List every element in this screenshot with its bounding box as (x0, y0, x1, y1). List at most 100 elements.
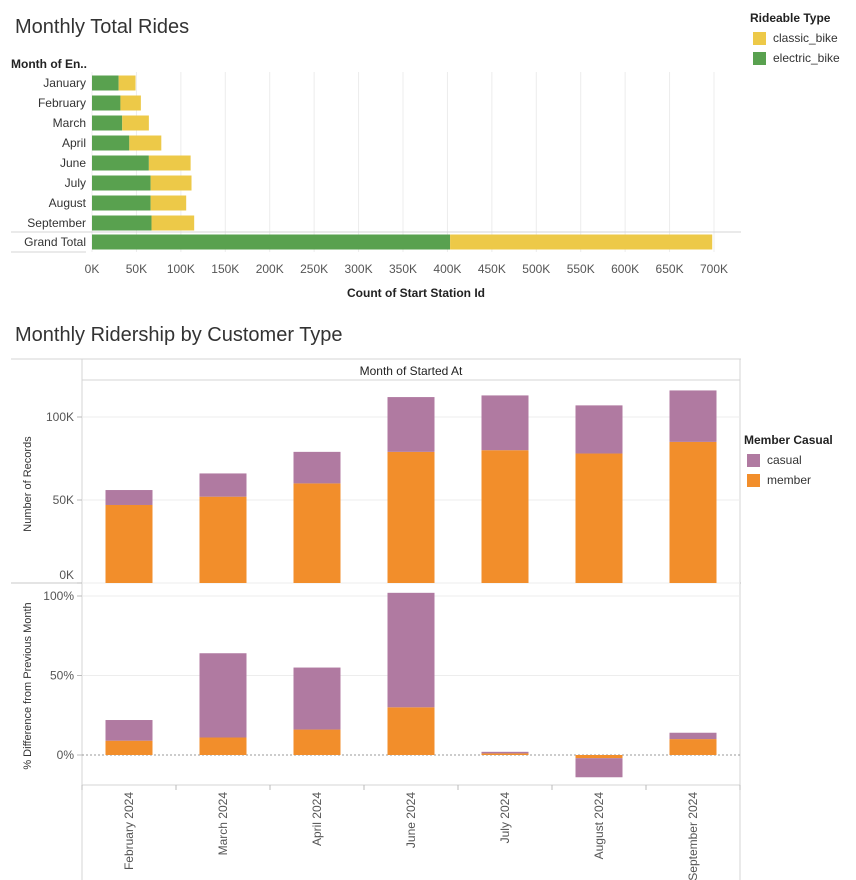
chart1-title: Monthly Total Rides (15, 16, 190, 38)
bar-member-march-2024-panel2 (199, 737, 247, 755)
bar-casual-february-2024-panel1 (105, 490, 153, 505)
y-tick-label: 0% (57, 748, 75, 762)
x-tick-label: 250K (300, 262, 328, 276)
row-label-march: March (53, 116, 86, 130)
y-tick-label: 50% (50, 669, 74, 683)
x-tick-label-june-2024: June 2024 (404, 792, 418, 848)
row-label-august: August (49, 196, 87, 210)
row-label-grand-total: Grand Total (24, 235, 86, 249)
bar-casual-april-2024-panel1 (293, 451, 341, 484)
legend-label-electric-bike: electric_bike (773, 51, 840, 65)
y-axis-label-2: % Difference from Previous Month (22, 602, 34, 769)
bar-casual-august-2024-panel1 (575, 405, 623, 454)
bar-casual-july-2024-panel2 (481, 751, 529, 754)
x-tick-label-march-2024: March 2024 (216, 792, 230, 856)
bar-casual-september-2024-panel1 (669, 390, 717, 442)
y-tick-label: 0K (59, 568, 74, 582)
bar-member-july-2024-panel1 (481, 450, 529, 583)
row-header: Month of En.. (11, 57, 87, 71)
classic-bike-swatch (753, 31, 766, 45)
x-axis-label: Count of Start Station Id (347, 286, 485, 300)
x-tick-label: 50K (126, 262, 147, 276)
bar-member-february-2024-panel2 (105, 740, 153, 755)
chart1-legend-title: Rideable Type (750, 11, 831, 25)
bar-electric-bike-august (92, 195, 151, 211)
x-tick-label: 300K (345, 262, 373, 276)
bar-member-september-2024-panel2 (669, 739, 717, 755)
member-swatch (747, 473, 760, 487)
y-tick-label: 100K (46, 410, 74, 424)
bar-electric-bike-grand-total (92, 234, 451, 250)
legend-label-classic-bike: classic_bike (773, 31, 838, 45)
bar-classic-bike-september (151, 215, 195, 231)
bar-casual-september-2024-panel2 (669, 732, 717, 740)
x-tick-label-april-2024: April 2024 (310, 792, 324, 846)
bar-member-june-2024-panel1 (387, 451, 435, 583)
row-label-july: July (65, 176, 86, 190)
x-tick-label-july-2024: July 2024 (498, 792, 512, 844)
x-tick-label: 200K (256, 262, 284, 276)
column-header: Month of Started At (360, 364, 463, 378)
bar-electric-bike-september (92, 215, 152, 231)
bar-electric-bike-january (92, 75, 119, 91)
legend-item-electric-bike[interactable]: electric_bike (753, 51, 840, 65)
bar-casual-june-2024-panel2 (387, 592, 435, 708)
monthly-total-rides-chart: Month of En.. January February March April Ju… (11, 57, 741, 300)
bar-classic-bike-february (120, 95, 141, 111)
bar-classic-bike-june (148, 155, 191, 171)
bar-member-march-2024-panel1 (199, 496, 247, 583)
row-label-january: January (43, 76, 86, 90)
bar-casual-july-2024-panel1 (481, 395, 529, 451)
y-tick-label: 100% (43, 589, 74, 603)
row-label-february: February (38, 96, 86, 110)
chart2-title: Monthly Ridership by Customer Type (15, 324, 343, 346)
x-tick-label-august-2024: August 2024 (592, 792, 606, 860)
x-tick-label-february-2024: February 2024 (122, 792, 136, 870)
bar-member-june-2024-panel2 (387, 707, 435, 755)
x-tick-label-september-2024: September 2024 (686, 792, 700, 880)
bar-member-september-2024-panel1 (669, 441, 717, 583)
x-tick-label: 450K (478, 262, 506, 276)
x-tick-label: 700K (700, 262, 728, 276)
bar-member-april-2024-panel2 (293, 729, 341, 755)
bar-classic-bike-january (118, 75, 136, 91)
bar-electric-bike-july (92, 175, 151, 191)
casual-swatch (747, 453, 760, 467)
row-label-june: June (60, 156, 86, 170)
bar-casual-march-2024-panel1 (199, 473, 247, 497)
x-tick-label: 0K (85, 262, 100, 276)
bar-classic-bike-july (150, 175, 192, 191)
bar-casual-march-2024-panel2 (199, 653, 247, 738)
bar-classic-bike-grand-total (450, 234, 713, 250)
legend-label-casual: casual (767, 453, 802, 467)
bar-casual-august-2024-panel2 (575, 758, 623, 778)
legend-label-member: member (767, 473, 812, 487)
bar-electric-bike-february (92, 95, 121, 111)
bar-electric-bike-march (92, 115, 123, 131)
bar-member-july-2024-panel2 (481, 753, 529, 755)
bar-casual-february-2024-panel2 (105, 720, 153, 741)
x-tick-label: 350K (389, 262, 417, 276)
bar-electric-bike-june (92, 155, 149, 171)
bar-electric-bike-april (92, 135, 130, 151)
electric-bike-swatch (753, 51, 766, 65)
bar-classic-bike-april (129, 135, 162, 151)
bar-casual-june-2024-panel1 (387, 397, 435, 452)
legend-item-classic-bike[interactable]: classic_bike (753, 31, 838, 45)
row-label-april: April (62, 136, 86, 150)
x-tick-label: 150K (211, 262, 239, 276)
row-label-september: September (27, 216, 86, 230)
x-tick-label: 600K (611, 262, 639, 276)
legend-item-casual[interactable]: casual (747, 453, 802, 467)
monthly-ridership-chart: Month of Started At 0K 50K 100K Number of Re… (11, 358, 741, 880)
y-tick-label: 50K (53, 493, 74, 507)
bar-member-april-2024-panel1 (293, 483, 341, 583)
x-tick-label: 650K (656, 262, 684, 276)
x-tick-label: 500K (522, 262, 550, 276)
bar-classic-bike-august (150, 195, 187, 211)
legend-item-member[interactable]: member (747, 473, 811, 487)
bar-member-august-2024-panel1 (575, 453, 623, 583)
chart2-legend-title: Member Casual (744, 433, 833, 447)
bar-classic-bike-march (122, 115, 149, 131)
y-axis-label-1: Number of Records (22, 436, 34, 532)
